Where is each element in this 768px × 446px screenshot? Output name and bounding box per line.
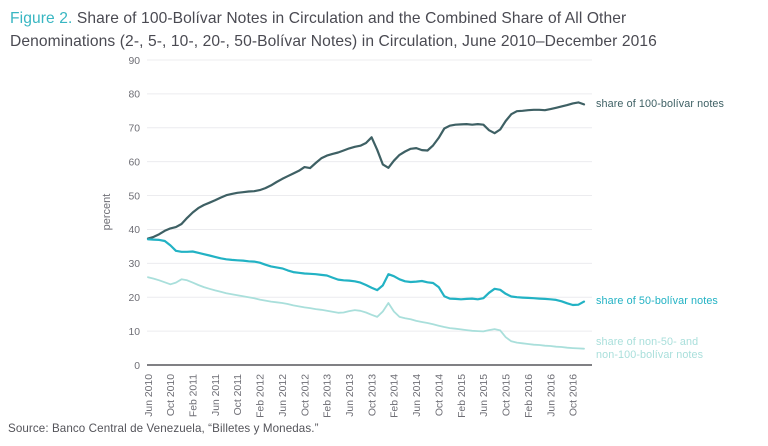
y-tick-label: 60 <box>128 157 140 168</box>
x-tick-label: Feb 2015 <box>457 374 468 418</box>
x-tick-label: Feb 2013 <box>323 374 334 418</box>
series-label-100-bolivar: share of 100-bolívar notes <box>596 98 725 110</box>
x-tick-label: Oct 2010 <box>166 374 177 416</box>
y-tick-label: 20 <box>128 293 140 304</box>
x-tick-label: Feb 2014 <box>390 374 401 418</box>
y-tick-label: 30 <box>128 259 140 270</box>
x-tick-label: Jun 2012 <box>278 374 289 417</box>
figure-number: Figure 2. <box>10 10 73 27</box>
series-label-other-notes: share of non-50- and non-100-bolívar not… <box>596 336 736 362</box>
y-tick-label: 80 <box>128 90 140 101</box>
x-tick-label: Jun 2015 <box>479 374 490 417</box>
x-tick-label: Jun 2010 <box>144 374 155 417</box>
y-axis-label: percent <box>101 194 113 231</box>
x-tick-label: Feb 2011 <box>189 374 200 417</box>
x-tick-label: Jun 2011 <box>211 374 222 416</box>
x-tick-label: Oct 2012 <box>300 374 311 416</box>
figure-title: Figure 2. Share of 100-Bolívar Notes in … <box>10 7 760 53</box>
y-tick-label: 0 <box>134 361 140 372</box>
series-label-50-bolivar: share of 50-bolívar notes <box>596 295 718 307</box>
x-tick-label: Oct 2014 <box>434 374 445 416</box>
y-tick-label: 70 <box>128 124 140 135</box>
x-tick-label: Oct 2011 <box>233 374 244 416</box>
series-line-other <box>147 276 585 350</box>
x-tick-label: Feb 2012 <box>256 374 267 418</box>
y-tick-label: 10 <box>128 327 140 338</box>
source-note: Source: Banco Central de Venezuela, “Bil… <box>8 422 319 435</box>
y-tick-label: 50 <box>128 191 140 202</box>
series-label-other-line1: share of non-50- and <box>596 336 699 348</box>
series-label-other-line2: non-100-bolívar notes <box>596 349 704 361</box>
figure-title-text1: Share of 100-Bolívar Notes in Circulatio… <box>72 10 627 27</box>
figure-title-line2: Denominations (2-, 5-, 10-, 20-, 50-Bolí… <box>10 33 657 50</box>
x-tick-label: Jun 2014 <box>412 374 423 417</box>
x-tick-label: Oct 2016 <box>569 374 580 416</box>
x-tick-label: Oct 2015 <box>502 374 513 416</box>
x-tick-label: Oct 2013 <box>367 374 378 416</box>
figure-title-line1: Figure 2. Share of 100-Bolívar Notes in … <box>10 7 760 30</box>
x-tick-label: Feb 2016 <box>524 374 535 418</box>
x-tick-label: Jun 2016 <box>546 374 557 417</box>
y-tick-label: 90 <box>128 56 140 67</box>
y-tick-label: 40 <box>128 225 140 236</box>
series-line-100-bolivar <box>146 101 586 240</box>
series-line-50-bolivar <box>146 238 586 307</box>
x-tick-label: Jun 2013 <box>345 374 356 417</box>
